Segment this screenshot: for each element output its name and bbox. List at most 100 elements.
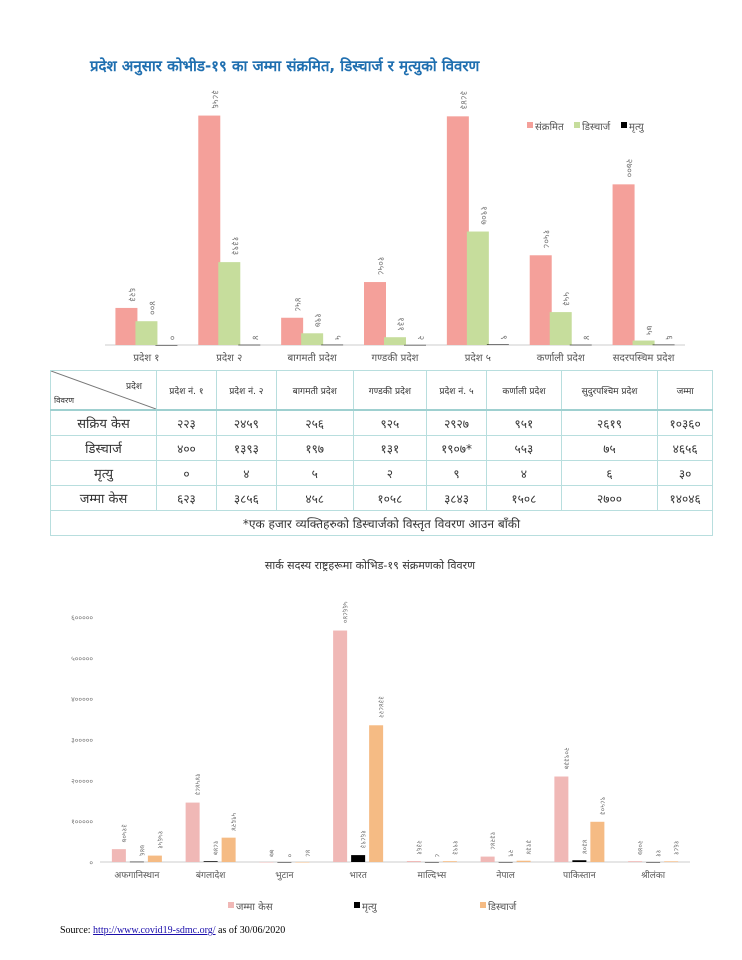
- chart2-title: सार्क सदस्य राष्ट्रहरूमा कोभिड-१९ संक्रम…: [265, 559, 476, 572]
- corner-cell: प्रदेश विवरण: [50, 370, 157, 411]
- bar-2: [221, 837, 236, 862]
- bar-2: [486, 344, 509, 345]
- bar-0: [529, 255, 552, 345]
- table-cell: ३८४३: [426, 485, 487, 511]
- col-header: सुदुरपश्चिम प्रदेश: [560, 370, 659, 411]
- corner-bottom: विवरण: [54, 396, 75, 405]
- col-header: प्रदेश नं. १: [156, 370, 217, 411]
- bar-1: [572, 860, 587, 862]
- table-row: सक्रिय केस २२३ २४५९ २५६ ९२५ २९२७ ९५१ २६१९ १०३६०: [50, 409, 713, 436]
- bar-2: [664, 861, 679, 862]
- col-header: गण्डकी प्रदेश: [352, 370, 428, 411]
- data-label: २: [415, 335, 425, 340]
- bar-0: [115, 307, 138, 345]
- legend-swatch: [621, 122, 627, 128]
- data-label: ६२३: [126, 288, 136, 302]
- bar-2: [155, 345, 178, 346]
- category-label: नेपाल: [496, 869, 515, 881]
- bar-0: [185, 802, 200, 862]
- bar-2: [321, 344, 344, 346]
- table-cell: २२३: [156, 409, 217, 436]
- table-cell: २: [352, 460, 428, 486]
- data-label: १८४७: [212, 840, 220, 855]
- category-label: श्रीलंका: [641, 869, 666, 881]
- bar-0: [406, 861, 421, 862]
- bar-1: [632, 340, 655, 345]
- data-label: ४: [249, 335, 259, 340]
- data-label: ३८५६: [209, 90, 219, 109]
- data-label: २३६१: [415, 840, 423, 855]
- table-note: *एक हजार व्यक्तिहरुको डिस्चार्जको विस्तृ…: [50, 510, 713, 536]
- table-cell: ४: [486, 460, 562, 486]
- table-cell: २४५९: [215, 409, 277, 436]
- table-cell: २६१९: [560, 409, 659, 436]
- y-tick-label: ५०००००: [71, 655, 93, 663]
- data-label: २९: [507, 850, 515, 858]
- data-label: २०४७: [636, 840, 644, 855]
- bar-0: [333, 630, 348, 862]
- bar-0: [554, 776, 569, 862]
- category-label: अफगानिस्थान: [114, 869, 160, 881]
- table-cell: ४६५६: [657, 435, 713, 461]
- bar-2: [369, 725, 384, 862]
- table-cell: ४५८: [275, 485, 354, 511]
- bar-1: [129, 861, 144, 863]
- source-link[interactable]: http://www.covid19-sdmc.org/: [93, 925, 216, 936]
- table-cell: २७००: [560, 485, 659, 511]
- bar-0: [628, 861, 643, 862]
- table-cell: ९५१: [486, 409, 562, 436]
- bar-1: [498, 861, 513, 863]
- bar-0: [480, 856, 495, 862]
- legend-swatch: [480, 902, 486, 908]
- legend-label: संक्रमित: [535, 121, 564, 133]
- table-row: डिस्चार्ज ४०० १३९३ १९७ १३१ १९०७* ५५३ ७५ ४६५६: [50, 435, 713, 461]
- data-label: ५९६२४: [230, 813, 238, 832]
- province-table: प्रदेश विवरण प्रदेश नं. १ प्रदेश नं. २ ब…: [50, 370, 713, 536]
- table-cell: १४०४६: [657, 485, 713, 511]
- data-label: ४: [581, 335, 591, 340]
- legend-swatch: [228, 902, 234, 908]
- table-cell: ७५: [560, 435, 659, 461]
- data-label: ८: [433, 854, 441, 858]
- saarc-chart: सार्क सदस्य राष्ट्रहरूमा कोभिड-१९ संक्रम…: [71, 559, 690, 913]
- row-label: मृत्यु: [50, 460, 157, 486]
- data-label: ०: [285, 854, 293, 858]
- bar-1: [646, 861, 661, 863]
- y-tick-label: ३०००००: [71, 737, 93, 745]
- data-label: ३३४८२२: [377, 696, 385, 718]
- data-label: ४००: [146, 301, 156, 315]
- bar-2: [652, 344, 675, 346]
- data-label: १६८९३: [359, 830, 367, 849]
- legend-swatch: [574, 122, 580, 128]
- data-label: ७५: [644, 326, 654, 336]
- table-cell: ५: [275, 460, 354, 486]
- table-cell: १०३६०: [657, 409, 713, 436]
- row-label: डिस्चार्ज: [50, 435, 157, 461]
- data-label: ३८४३: [458, 91, 468, 110]
- bar-1: [351, 855, 366, 862]
- data-label: ९: [498, 335, 508, 340]
- table-cell: ६२३: [156, 485, 217, 511]
- bar-2: [516, 860, 531, 862]
- data-label: ४८: [303, 850, 311, 858]
- table-cell: ३८५६: [215, 485, 277, 511]
- source-suffix: as of 30/06/2020: [215, 925, 286, 936]
- data-label: ०: [166, 336, 176, 341]
- category-label: माल्दिभ्स: [418, 869, 448, 881]
- bar-0: [111, 849, 126, 862]
- data-label: १३१: [395, 317, 405, 331]
- bar-2: [404, 344, 426, 346]
- table-cell: ४: [215, 460, 277, 486]
- data-label: ३१५०७: [120, 824, 128, 843]
- source-line: Source: http://www.covid19-sdmc.org/ as …: [60, 925, 285, 936]
- source-prefix: Source:: [60, 925, 94, 936]
- bar-2: [442, 861, 457, 862]
- category-label: पाकिस्तान: [563, 869, 597, 881]
- category-label: बागमती प्रदेश: [288, 352, 337, 364]
- table-cell: ९: [426, 460, 487, 486]
- table-cell: १९०७*: [426, 435, 487, 461]
- chart1-title: प्रदेश अनुसार कोभीड-१९ का जम्मा संक्रमित…: [90, 57, 480, 75]
- bar-0: [259, 861, 274, 863]
- data-label: ५५३: [561, 292, 571, 306]
